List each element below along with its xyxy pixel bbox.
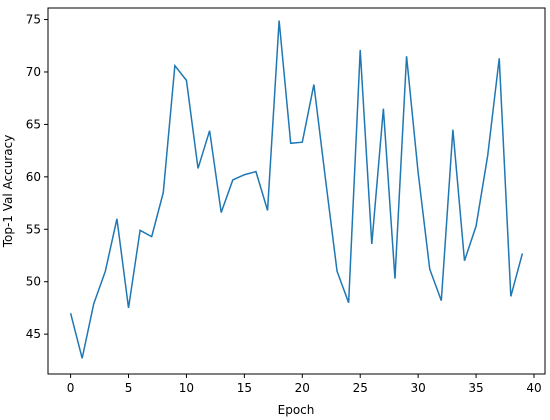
plot-frame: [47, 7, 546, 375]
x-tick-label: 25: [353, 381, 368, 395]
x-axis-label: Epoch: [278, 403, 315, 417]
data-line: [69, 20, 524, 359]
x-tick-label: 5: [125, 381, 133, 395]
y-tick-label: 55: [26, 222, 41, 236]
y-tick-label: 65: [26, 117, 41, 131]
y-tick-label: 45: [26, 327, 41, 341]
x-tick-label: 35: [468, 381, 483, 395]
x-tick-label: 20: [295, 381, 310, 395]
x-tick-label: 10: [179, 381, 194, 395]
x-tick-label: 40: [526, 381, 541, 395]
y-tick-label: 50: [26, 275, 41, 289]
y-tick-label: 60: [26, 170, 41, 184]
y-tick-label: 75: [26, 13, 41, 27]
x-tick-label: 15: [237, 381, 252, 395]
x-tick-label: 0: [67, 381, 75, 395]
y-tick-label: 70: [26, 65, 41, 79]
x-tick-label: 30: [411, 381, 426, 395]
y-axis-label: Top-1 Val Accuracy: [1, 135, 15, 249]
